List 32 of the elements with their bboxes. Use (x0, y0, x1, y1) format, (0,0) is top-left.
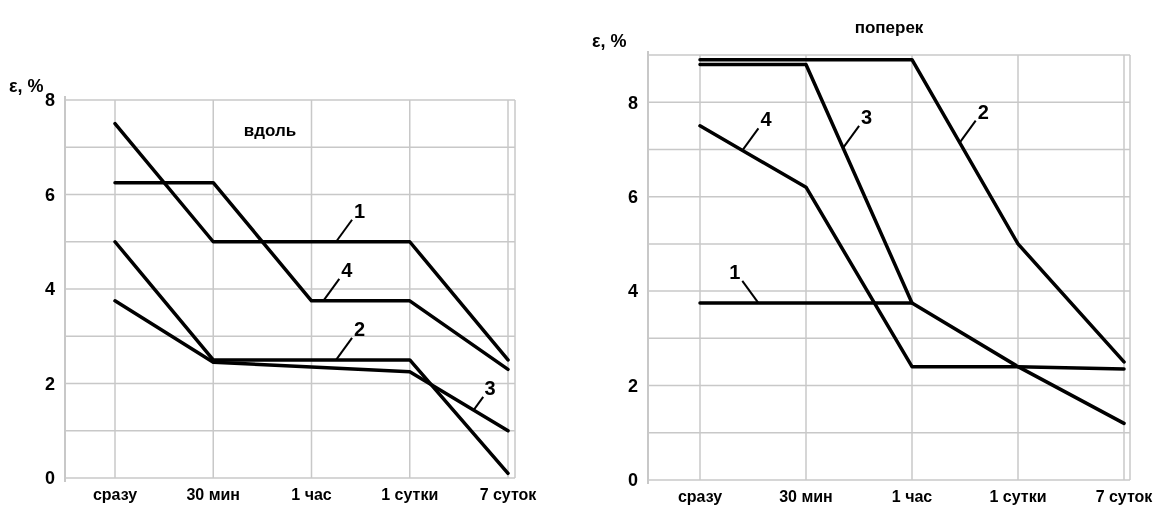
series-label: 2 (354, 317, 366, 340)
y-axis-title: ε, % (592, 31, 627, 51)
x-tick-label: 30 мин (186, 486, 241, 503)
series-label: 1 (354, 199, 366, 222)
x-tick-label: сразу (677, 488, 723, 505)
y-axis-title: ε, % (9, 76, 44, 96)
y-tick-label: 4 (627, 281, 638, 302)
y-tick-label: 2 (44, 373, 55, 394)
x-tick-label: 1 час (291, 486, 332, 503)
y-tick-label: 0 (627, 470, 638, 491)
text: вдоль (243, 121, 297, 140)
y-tick-label: 2 (627, 375, 638, 396)
x-tick-label: 7 суток (1095, 488, 1154, 505)
series-label: 3 (484, 376, 496, 399)
x-tick-label: 30 мин (779, 488, 833, 505)
x-tick-label: сразу (92, 486, 138, 503)
x-tick-label: 1 сутки (381, 486, 439, 503)
y-tick-label: 4 (44, 279, 55, 300)
y-tick-label: 6 (44, 184, 55, 205)
y-tick-label: 8 (44, 90, 55, 111)
series-label: 1 (729, 260, 741, 283)
series-label: 3 (861, 105, 873, 128)
chart-title: поперек (854, 18, 924, 37)
x-tick-label: 1 сутки (989, 488, 1047, 505)
x-tick-label: 1 час (891, 488, 933, 505)
series-label: 2 (977, 100, 989, 123)
y-tick-label: 8 (627, 92, 638, 113)
legend-label: 4 (341, 258, 354, 281)
y-tick-label: 6 (627, 186, 638, 207)
x-tick-label: 7 суток (479, 486, 538, 503)
y-tick-label: 0 (44, 468, 55, 489)
series-label: 4 (760, 108, 773, 131)
